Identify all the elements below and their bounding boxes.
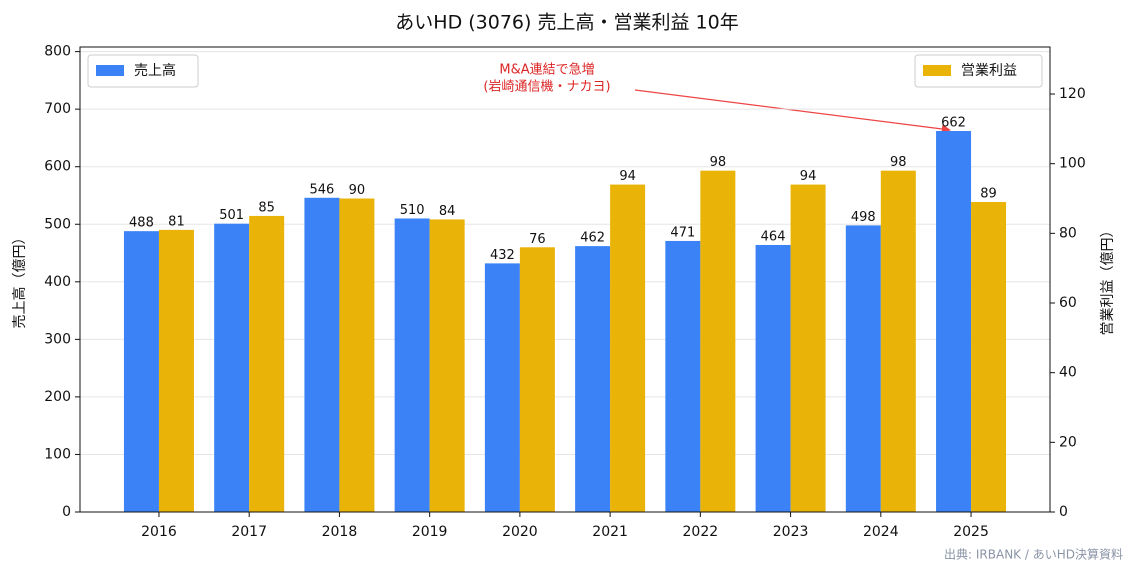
value-label: 98 bbox=[890, 155, 907, 170]
y2-axis-label: 営業利益（億円） bbox=[1100, 224, 1116, 336]
bar bbox=[429, 219, 465, 513]
bar bbox=[610, 184, 646, 512]
value-label: 94 bbox=[800, 169, 817, 184]
value-label: 98 bbox=[710, 155, 727, 170]
value-label: 432 bbox=[490, 248, 515, 263]
value-label: 498 bbox=[851, 210, 876, 225]
bar bbox=[790, 184, 826, 512]
value-label: 488 bbox=[129, 216, 154, 231]
y-tick-label: 800 bbox=[44, 44, 71, 60]
y-tick-label: 300 bbox=[44, 331, 71, 347]
bar bbox=[755, 244, 791, 513]
x-tick-label: 2021 bbox=[592, 524, 628, 540]
x-tick-label: 2016 bbox=[141, 524, 177, 540]
y-tick-label: 600 bbox=[44, 159, 71, 175]
value-label: 81 bbox=[168, 214, 185, 229]
y-tick-label: 100 bbox=[44, 446, 71, 462]
y-tick-label: 700 bbox=[44, 101, 71, 117]
y2-tick-label: 120 bbox=[1059, 86, 1086, 102]
value-label: 501 bbox=[219, 208, 244, 223]
bar bbox=[971, 202, 1007, 512]
y2-tick-label: 80 bbox=[1059, 225, 1077, 241]
value-label: 89 bbox=[980, 187, 997, 202]
bar bbox=[123, 231, 159, 512]
legend-swatch bbox=[96, 65, 124, 76]
bar bbox=[575, 246, 611, 513]
bar bbox=[880, 170, 916, 513]
value-label: 462 bbox=[580, 231, 605, 246]
legend-box bbox=[914, 54, 1043, 88]
x-tick-label: 2020 bbox=[502, 524, 538, 540]
legend-box bbox=[87, 54, 199, 88]
bar bbox=[936, 131, 972, 512]
y-tick-label: 500 bbox=[44, 216, 71, 232]
legend-label: 営業利益 bbox=[961, 63, 1017, 79]
y-tick-label: 400 bbox=[44, 274, 71, 290]
y2-tick-label: 20 bbox=[1059, 434, 1077, 450]
bar bbox=[700, 170, 736, 513]
bar bbox=[665, 240, 701, 512]
y2-tick-label: 60 bbox=[1059, 295, 1077, 311]
x-tick-label: 2022 bbox=[683, 524, 719, 540]
value-label: 510 bbox=[400, 203, 425, 218]
value-label: 662 bbox=[941, 116, 966, 131]
bar bbox=[304, 197, 340, 512]
legend-swatch bbox=[923, 65, 951, 76]
annotation-text: (岩崎通信機・ナカヨ) bbox=[483, 80, 610, 95]
annotation-text: M&A連結で急増 bbox=[499, 63, 594, 78]
x-tick-label: 2024 bbox=[863, 524, 899, 540]
bar bbox=[845, 225, 881, 512]
y2-tick-label: 100 bbox=[1059, 156, 1086, 172]
x-tick-label: 2019 bbox=[412, 524, 448, 540]
bar bbox=[339, 198, 375, 513]
bar bbox=[158, 229, 194, 512]
value-label: 94 bbox=[619, 169, 636, 184]
value-label: 90 bbox=[349, 183, 366, 198]
chart-title: あいHD (3076) 売上高・営業利益 10年 bbox=[395, 12, 738, 34]
plot-frame bbox=[79, 46, 1051, 513]
legend-label: 売上高 bbox=[134, 62, 176, 79]
bar bbox=[394, 218, 430, 512]
y-tick-label: 0 bbox=[62, 504, 71, 520]
value-label: 76 bbox=[529, 232, 546, 247]
x-tick-label: 2017 bbox=[231, 524, 267, 540]
value-label: 464 bbox=[761, 229, 786, 244]
annotation-arrow bbox=[634, 89, 951, 134]
x-tick-label: 2023 bbox=[773, 524, 809, 540]
bar bbox=[214, 223, 250, 512]
value-label: 85 bbox=[258, 200, 275, 215]
y-tick-label: 200 bbox=[44, 389, 71, 405]
y2-tick-label: 40 bbox=[1059, 365, 1077, 381]
y-axis-label: 売上高（億円） bbox=[11, 231, 28, 329]
value-label: 84 bbox=[439, 204, 456, 219]
bar bbox=[249, 215, 285, 512]
x-tick-label: 2018 bbox=[322, 524, 358, 540]
source: 出典: IRBANK / あいHD決算資料 bbox=[944, 547, 1123, 562]
bar bbox=[519, 247, 555, 513]
value-label: 546 bbox=[310, 182, 335, 197]
x-tick-label: 2025 bbox=[953, 524, 989, 540]
bar bbox=[484, 263, 520, 512]
y2-tick-label: 0 bbox=[1059, 504, 1068, 520]
value-label: 471 bbox=[670, 225, 695, 240]
